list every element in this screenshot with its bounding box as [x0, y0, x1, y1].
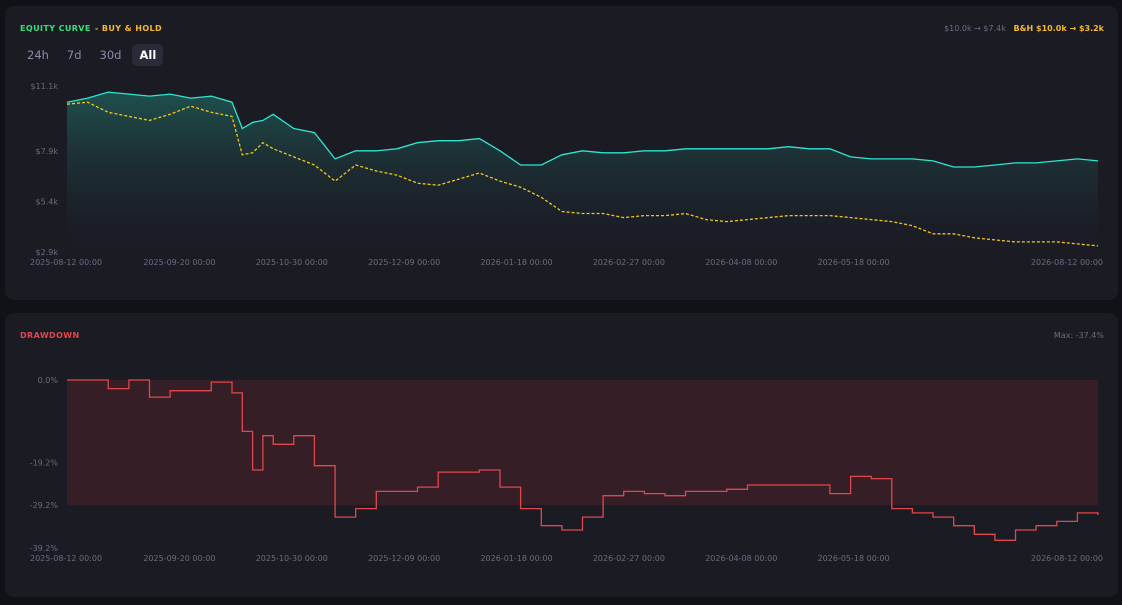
- x-tick-label: 2025-12-09 00:00: [368, 554, 440, 563]
- y-tick-label: $5.4k: [36, 197, 59, 206]
- strategy-area: [67, 92, 1098, 252]
- x-tick-label: 2025-12-09 00:00: [368, 258, 440, 267]
- x-tick-label: 2026-05-18 00:00: [818, 554, 890, 563]
- x-tick-label: 2025-10-30 00:00: [256, 554, 328, 563]
- x-tick-label: 2026-01-18 00:00: [480, 258, 552, 267]
- x-tick-label: 2026-04-08 00:00: [705, 554, 777, 563]
- x-tick-label: 2026-05-18 00:00: [818, 258, 890, 267]
- strategy-summary: $10.0k → $7.4k: [944, 24, 1006, 33]
- x-tick-label: 2026-02-27 00:00: [593, 554, 665, 563]
- x-tick-label: 2026-08-12 00:00: [1031, 258, 1103, 267]
- x-tick-label: 2025-10-30 00:00: [256, 258, 328, 267]
- equity-summary: $10.0k → $7.4k B&H $10.0k → $3.2k: [944, 24, 1104, 33]
- buy-hold-legend: - BUY & HOLD: [95, 24, 163, 33]
- range-tabs: 24h 7d 30d All: [20, 44, 164, 66]
- x-tick-label: 2026-02-27 00:00: [593, 258, 665, 267]
- y-tick-label: -19.2%: [30, 458, 59, 467]
- drawdown-band: [67, 380, 1098, 506]
- y-tick-label: $2.9k: [36, 248, 59, 257]
- y-tick-label: $7.9k: [36, 147, 59, 156]
- x-tick-label: 2025-08-12 00:00: [30, 554, 102, 563]
- drawdown-title: DRAWDOWN: [20, 331, 80, 340]
- tab-7d[interactable]: 7d: [66, 48, 82, 62]
- tab-30d[interactable]: 30d: [99, 48, 122, 62]
- drawdown-summary: Max: -37.4%: [1053, 331, 1104, 340]
- x-tick-label: 2026-04-08 00:00: [705, 258, 777, 267]
- tab-all[interactable]: All: [132, 44, 164, 66]
- drawdown-panel: DRAWDOWN Max: -37.4% 0.0% -19.2% -29.2% -39…: [5, 313, 1118, 597]
- drawdown-line: [67, 379, 1099, 541]
- bh-summary: B&H $10.0k → $3.2k: [1013, 24, 1104, 33]
- y-tick-label: $11.1k: [30, 82, 58, 91]
- equity-curve-panel: EQUITY CURVE - BUY & HOLD $10.0k → $7.4k…: [5, 6, 1118, 300]
- y-tick-label: -39.2%: [30, 544, 59, 553]
- drawdown-chart: 0.0% -19.2% -29.2% -39.2%2025-08-12 00:00 20…: [30, 376, 1103, 563]
- equity-title: EQUITY CURVE: [20, 24, 91, 33]
- x-tick-label: 2025-09-20 00:00: [143, 554, 215, 563]
- y-tick-label: 0.0%: [38, 376, 59, 385]
- tab-24h[interactable]: 24h: [27, 48, 49, 62]
- y-tick-label: -29.2%: [30, 501, 59, 510]
- strategy-line: [66, 91, 1099, 168]
- buy-hold-line: [66, 101, 1099, 247]
- x-tick-label: 2025-08-12 00:00: [30, 258, 102, 267]
- x-tick-label: 2026-08-12 00:00: [1031, 554, 1103, 563]
- x-tick-label: 2026-01-18 00:00: [480, 554, 552, 563]
- x-tick-label: 2025-09-20 00:00: [143, 258, 215, 267]
